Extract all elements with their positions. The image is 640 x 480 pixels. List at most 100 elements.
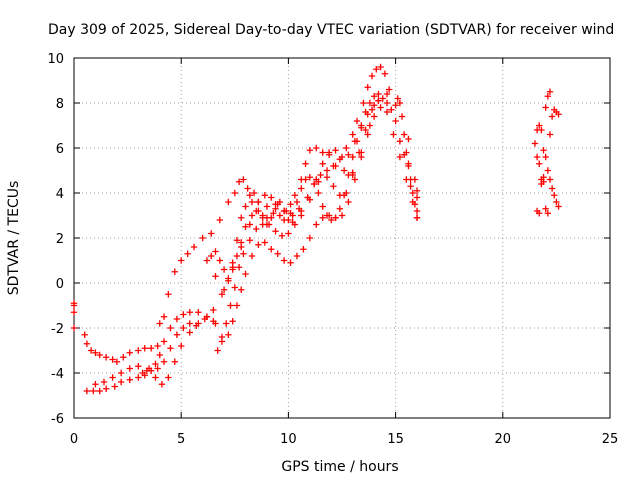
data-point [178, 342, 185, 350]
data-point [291, 192, 299, 199]
data-point [364, 84, 371, 91]
data-point [548, 185, 556, 192]
data-point [109, 356, 116, 363]
data-point [255, 198, 262, 206]
data-point [302, 176, 309, 183]
data-point [285, 230, 292, 237]
data-point [313, 221, 320, 228]
data-point [377, 63, 384, 71]
data-point [319, 160, 326, 167]
data-point [117, 369, 125, 377]
data-point [368, 106, 376, 113]
data-point [345, 151, 352, 158]
y-tick-label: 6 [56, 142, 64, 157]
data-point [385, 86, 393, 93]
data-point [328, 216, 335, 224]
y-axis-label: SDTVAR / TECUs [6, 181, 22, 296]
data-point [405, 135, 412, 143]
data-point [126, 349, 133, 356]
data-point [544, 210, 552, 217]
data-point [317, 171, 324, 179]
data-point [306, 147, 314, 154]
data-point [244, 185, 251, 192]
data-point [227, 302, 234, 309]
data-point [154, 342, 161, 350]
data-point [212, 248, 219, 255]
data-point [272, 201, 279, 208]
data-point [345, 198, 352, 206]
data-point [235, 178, 243, 185]
data-point [70, 324, 78, 332]
y-tick-label: -4 [51, 367, 64, 382]
data-point [92, 349, 99, 356]
data-point [135, 347, 142, 354]
data-point [287, 259, 294, 266]
data-point [306, 174, 314, 181]
data-point [274, 250, 281, 257]
data-point [388, 106, 395, 113]
data-point [248, 198, 256, 206]
data-point [287, 201, 294, 208]
data-point [289, 219, 296, 226]
data-point [413, 187, 421, 194]
data-point [184, 250, 191, 257]
data-point [126, 376, 133, 383]
data-point [409, 189, 416, 197]
data-point [160, 358, 168, 365]
series-track-a [70, 63, 393, 365]
data-point [268, 194, 275, 201]
data-point [325, 149, 333, 156]
data-point [152, 374, 159, 381]
data-point [109, 374, 116, 381]
data-point [235, 264, 243, 271]
data-point [540, 147, 547, 154]
data-point [242, 270, 249, 278]
data-point [152, 360, 159, 368]
data-point [542, 104, 549, 111]
data-point [141, 345, 148, 352]
data-point [270, 210, 277, 217]
x-tick-label: 5 [177, 432, 185, 447]
y-tick-label: 0 [56, 277, 64, 292]
data-point [332, 147, 339, 154]
data-point [302, 160, 309, 167]
data-point [306, 234, 314, 242]
data-point [536, 122, 543, 129]
data-point [533, 153, 541, 161]
data-point [403, 149, 410, 156]
data-point [353, 117, 361, 125]
data-point [255, 207, 262, 215]
data-point [100, 378, 108, 386]
data-point [238, 286, 245, 293]
x-tick-label: 0 [70, 432, 78, 447]
data-point [180, 324, 187, 332]
data-point [289, 212, 296, 219]
data-point [544, 93, 552, 100]
data-point [102, 354, 110, 361]
y-tick-label: 4 [56, 187, 64, 202]
data-point [195, 309, 202, 316]
data-point [195, 320, 202, 327]
data-point [323, 174, 331, 181]
data-point [536, 160, 543, 167]
data-point [370, 102, 378, 109]
data-point [212, 273, 219, 280]
data-point [156, 320, 163, 327]
data-point [411, 201, 419, 208]
data-point [135, 374, 142, 381]
data-point [349, 131, 356, 138]
data-point [345, 171, 352, 179]
data-point [390, 131, 397, 138]
data-point [540, 174, 547, 181]
data-point [276, 212, 284, 219]
axis-ticks: 0 5 10 15 20 25 -6 -4 -2 0 2 4 6 8 10 [47, 52, 618, 447]
data-point [186, 309, 193, 316]
data-point [120, 354, 127, 361]
data-point [336, 205, 344, 212]
data-point [315, 178, 322, 185]
data-point [319, 214, 326, 221]
data-point [214, 347, 221, 354]
data-point [126, 365, 133, 372]
data-point [242, 223, 249, 230]
